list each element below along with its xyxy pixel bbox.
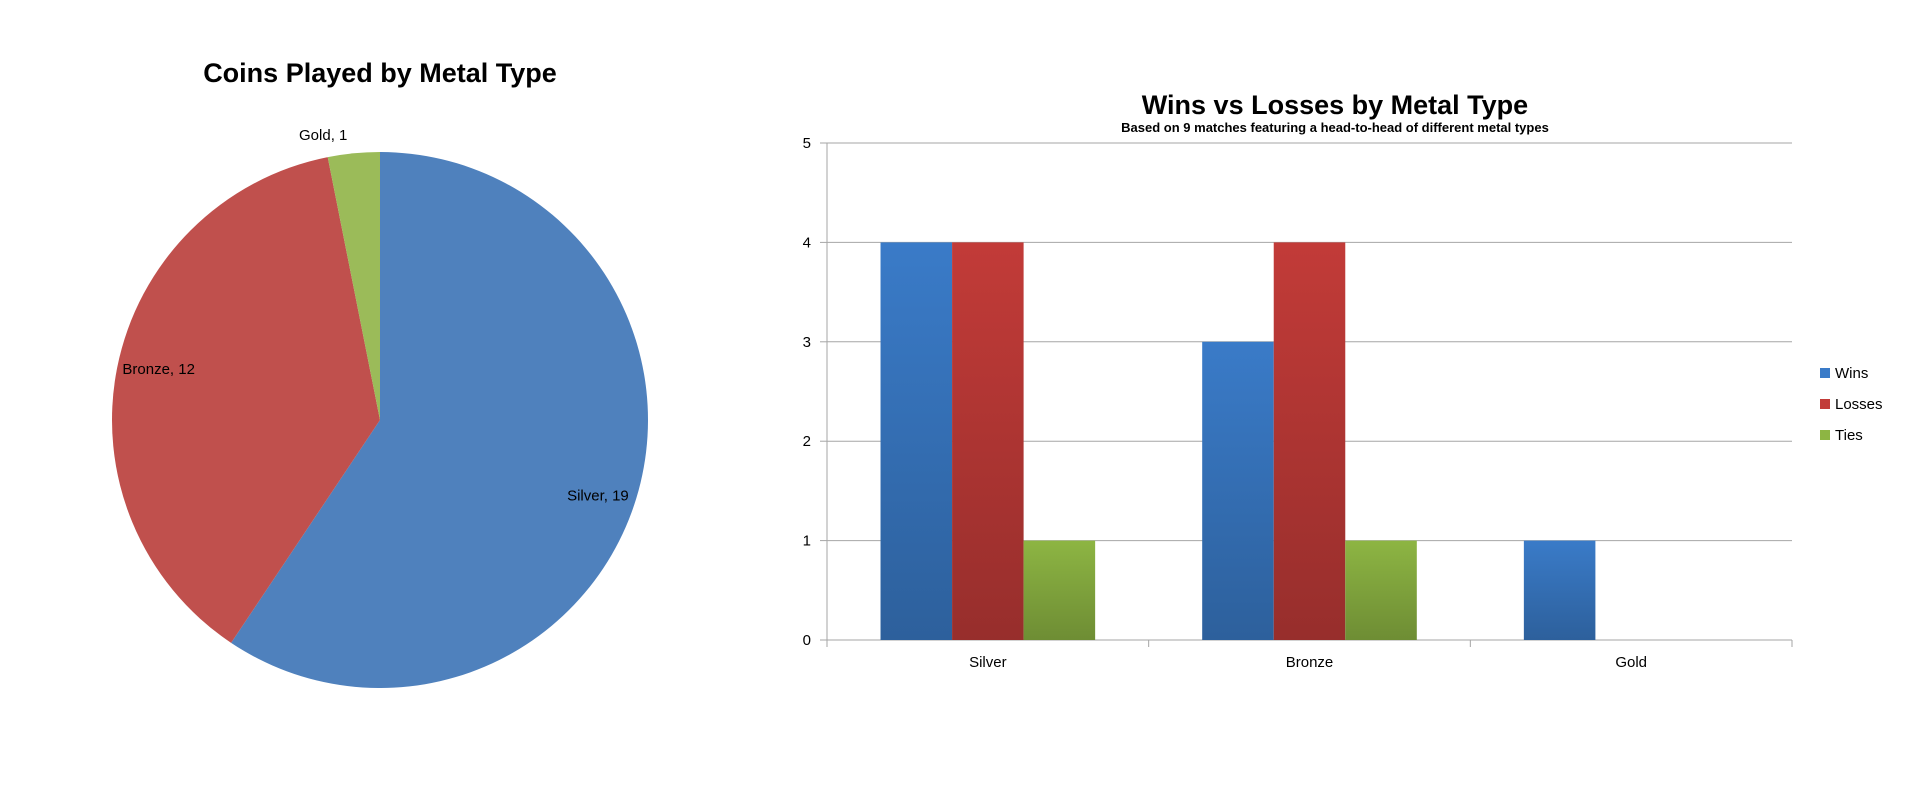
- x-tick-label: Silver: [969, 654, 1007, 671]
- bar-wins-silver: [880, 242, 953, 640]
- pie-slices: [112, 152, 649, 688]
- bars: [880, 242, 1596, 640]
- legend-swatch-losses: [1820, 399, 1830, 409]
- pie-chart-title: Coins Played by Metal Type: [203, 58, 557, 88]
- y-tick-label: 3: [803, 334, 811, 351]
- y-tick-label: 5: [803, 135, 811, 152]
- bar-wins-bronze: [1202, 341, 1274, 640]
- y-tick-label: 2: [803, 433, 811, 450]
- legend-label-wins: Wins: [1835, 365, 1868, 382]
- bar-chart-subtitle: Based on 9 matches featuring a head-to-h…: [1121, 120, 1549, 135]
- y-tick-label: 1: [803, 533, 811, 550]
- bar-losses-silver: [952, 242, 1024, 640]
- bar-wins-gold: [1523, 540, 1596, 640]
- pie-labels: Silver, 19 Bronze, 12 Gold, 1: [122, 127, 628, 505]
- y-tick-label: 0: [803, 632, 811, 649]
- y-tick-label: 4: [803, 234, 811, 251]
- bar-chart: Wins vs Losses by Metal Type Based on 9 …: [803, 90, 1883, 671]
- x-tick-label: Gold: [1615, 654, 1647, 671]
- x-tick-label: Bronze: [1286, 654, 1334, 671]
- pie-slice-gold: [327, 152, 380, 420]
- legend-label-losses: Losses: [1835, 396, 1883, 413]
- bar-chart-title: Wins vs Losses by Metal Type: [1142, 90, 1528, 120]
- legend: Wins Losses Ties: [1820, 365, 1883, 444]
- bar-losses-bronze: [1273, 242, 1346, 640]
- pie-chart: Coins Played by Metal Type Silver, 19 Bro…: [112, 58, 649, 688]
- legend-label-ties: Ties: [1835, 427, 1863, 444]
- legend-swatch-ties: [1820, 430, 1830, 440]
- pie-label-bronze: Bronze, 12: [122, 361, 195, 378]
- pie-slice-silver: [231, 152, 649, 688]
- pie-label-silver: Silver, 19: [567, 487, 629, 504]
- y-tick-labels: 0 1 2 3 4 5: [803, 135, 811, 649]
- x-tick-labels: Silver Bronze Gold: [969, 654, 1647, 671]
- bar-ties-silver: [1023, 540, 1096, 640]
- bar-ties-bronze: [1345, 540, 1417, 640]
- legend-swatch-wins: [1820, 368, 1830, 378]
- pie-label-gold: Gold, 1: [299, 127, 347, 144]
- pie-slice-bronze: [112, 157, 380, 643]
